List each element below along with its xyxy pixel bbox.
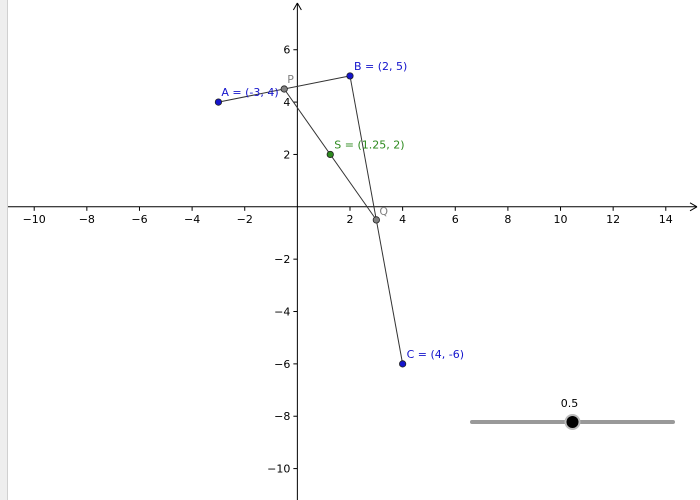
point-label-b: B = (2, 5) [354,60,407,73]
y-tick-label: 2 [283,148,290,161]
x-tick-label: 14 [659,213,673,226]
x-tick-label: 4 [399,213,406,226]
y-tick-label: 4 [283,96,290,109]
point-label-c: C = (4, -6) [407,348,464,361]
point-label-q: Q [379,205,388,218]
x-tick-label: 12 [606,213,620,226]
point-marker[interactable] [280,85,288,93]
x-tick-label: 10 [554,213,568,226]
y-tick-label: 6 [283,44,290,57]
point-marker[interactable] [399,360,407,368]
point-label-s: S = (1.25, 2) [334,138,404,151]
y-tick-label: −6 [274,358,290,371]
point-marker[interactable] [372,216,380,224]
points: A = (-3, 4) B = (2, 5) C = (4, -6) P Q S = (1… [214,60,464,368]
axes: −10 −8 −6 −4 −2 2 4 6 8 10 12 14 6 4 2 −2 −4 −6 −8 −10 [8,2,698,500]
point-marker[interactable] [346,72,354,80]
point-marker[interactable] [326,150,334,159]
algebra-view-collapse-strip[interactable] [0,0,8,500]
y-tick-label: −4 [274,306,290,319]
point-label-a: A = (-3, 4) [221,86,278,99]
y-tick-label: −10 [267,463,290,476]
point-s[interactable]: S = (1.25, 2) [326,138,405,159]
x-axis-arrow [689,202,698,212]
slider[interactable]: 0.5 [470,397,675,430]
x-tick-label: −2 [237,213,253,226]
y-tick-label: −2 [274,253,290,266]
point-label-p: P [287,73,294,86]
point-marker[interactable] [214,98,223,106]
y-axis-arrow [292,2,302,11]
x-tick-label: −10 [23,213,46,226]
point-c[interactable]: C = (4, -6) [399,348,464,368]
slider-knob[interactable] [566,416,579,428]
x-tick-label: −8 [79,213,95,226]
point-b[interactable]: B = (2, 5) [346,60,408,80]
point-p[interactable]: P [280,73,294,93]
slider-value-label: 0.5 [561,397,579,410]
x-tick-label: 6 [452,213,459,226]
x-tick-label: −4 [184,213,200,226]
x-tick-label: −6 [131,213,147,226]
x-tick-label: 2 [347,213,354,226]
point-a[interactable]: A = (-3, 4) [214,86,279,106]
y-tick-label: −8 [274,410,290,423]
point-q[interactable]: Q [372,205,388,224]
x-tick-label: 8 [504,213,511,226]
